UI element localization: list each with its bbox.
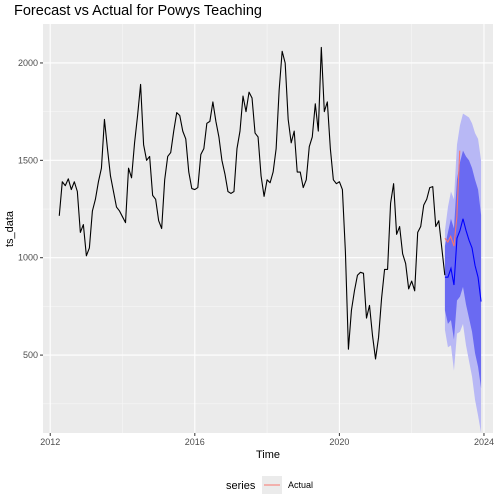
y-tick-label: 1500 — [18, 155, 38, 165]
legend-title: series — [226, 480, 256, 492]
x-tick-label: 2020 — [329, 437, 349, 447]
y-axis: 500 1000 1500 2000 — [18, 58, 43, 360]
x-axis: 2012 2016 2020 2024 — [40, 433, 494, 447]
y-tick-label: 2000 — [18, 58, 38, 68]
y-axis-title: ts_data — [4, 210, 16, 247]
forecast-80-band — [444, 150, 482, 389]
x-tick-label: 2012 — [40, 437, 60, 447]
forecast-mean-line — [444, 218, 482, 302]
y-tick-label: 1000 — [18, 253, 38, 263]
plot-panel — [43, 24, 493, 433]
forecast-mean-series — [444, 218, 482, 302]
ts-data-series — [58, 46, 446, 360]
chart-title: Forecast vs Actual for Powys Teaching — [14, 3, 262, 19]
forecast-80-interval — [444, 150, 482, 389]
y-tick-label: 500 — [23, 350, 38, 360]
actual-series — [444, 150, 461, 247]
legend-label-actual: Actual — [288, 480, 313, 490]
x-tick-label: 2016 — [185, 437, 205, 447]
ts-data-line — [58, 46, 446, 360]
actual-line — [444, 150, 461, 247]
legend: series Actual — [226, 476, 313, 494]
x-tick-label: 2024 — [474, 437, 494, 447]
major-gridlines — [43, 24, 493, 433]
x-axis-title: Time — [256, 449, 280, 461]
